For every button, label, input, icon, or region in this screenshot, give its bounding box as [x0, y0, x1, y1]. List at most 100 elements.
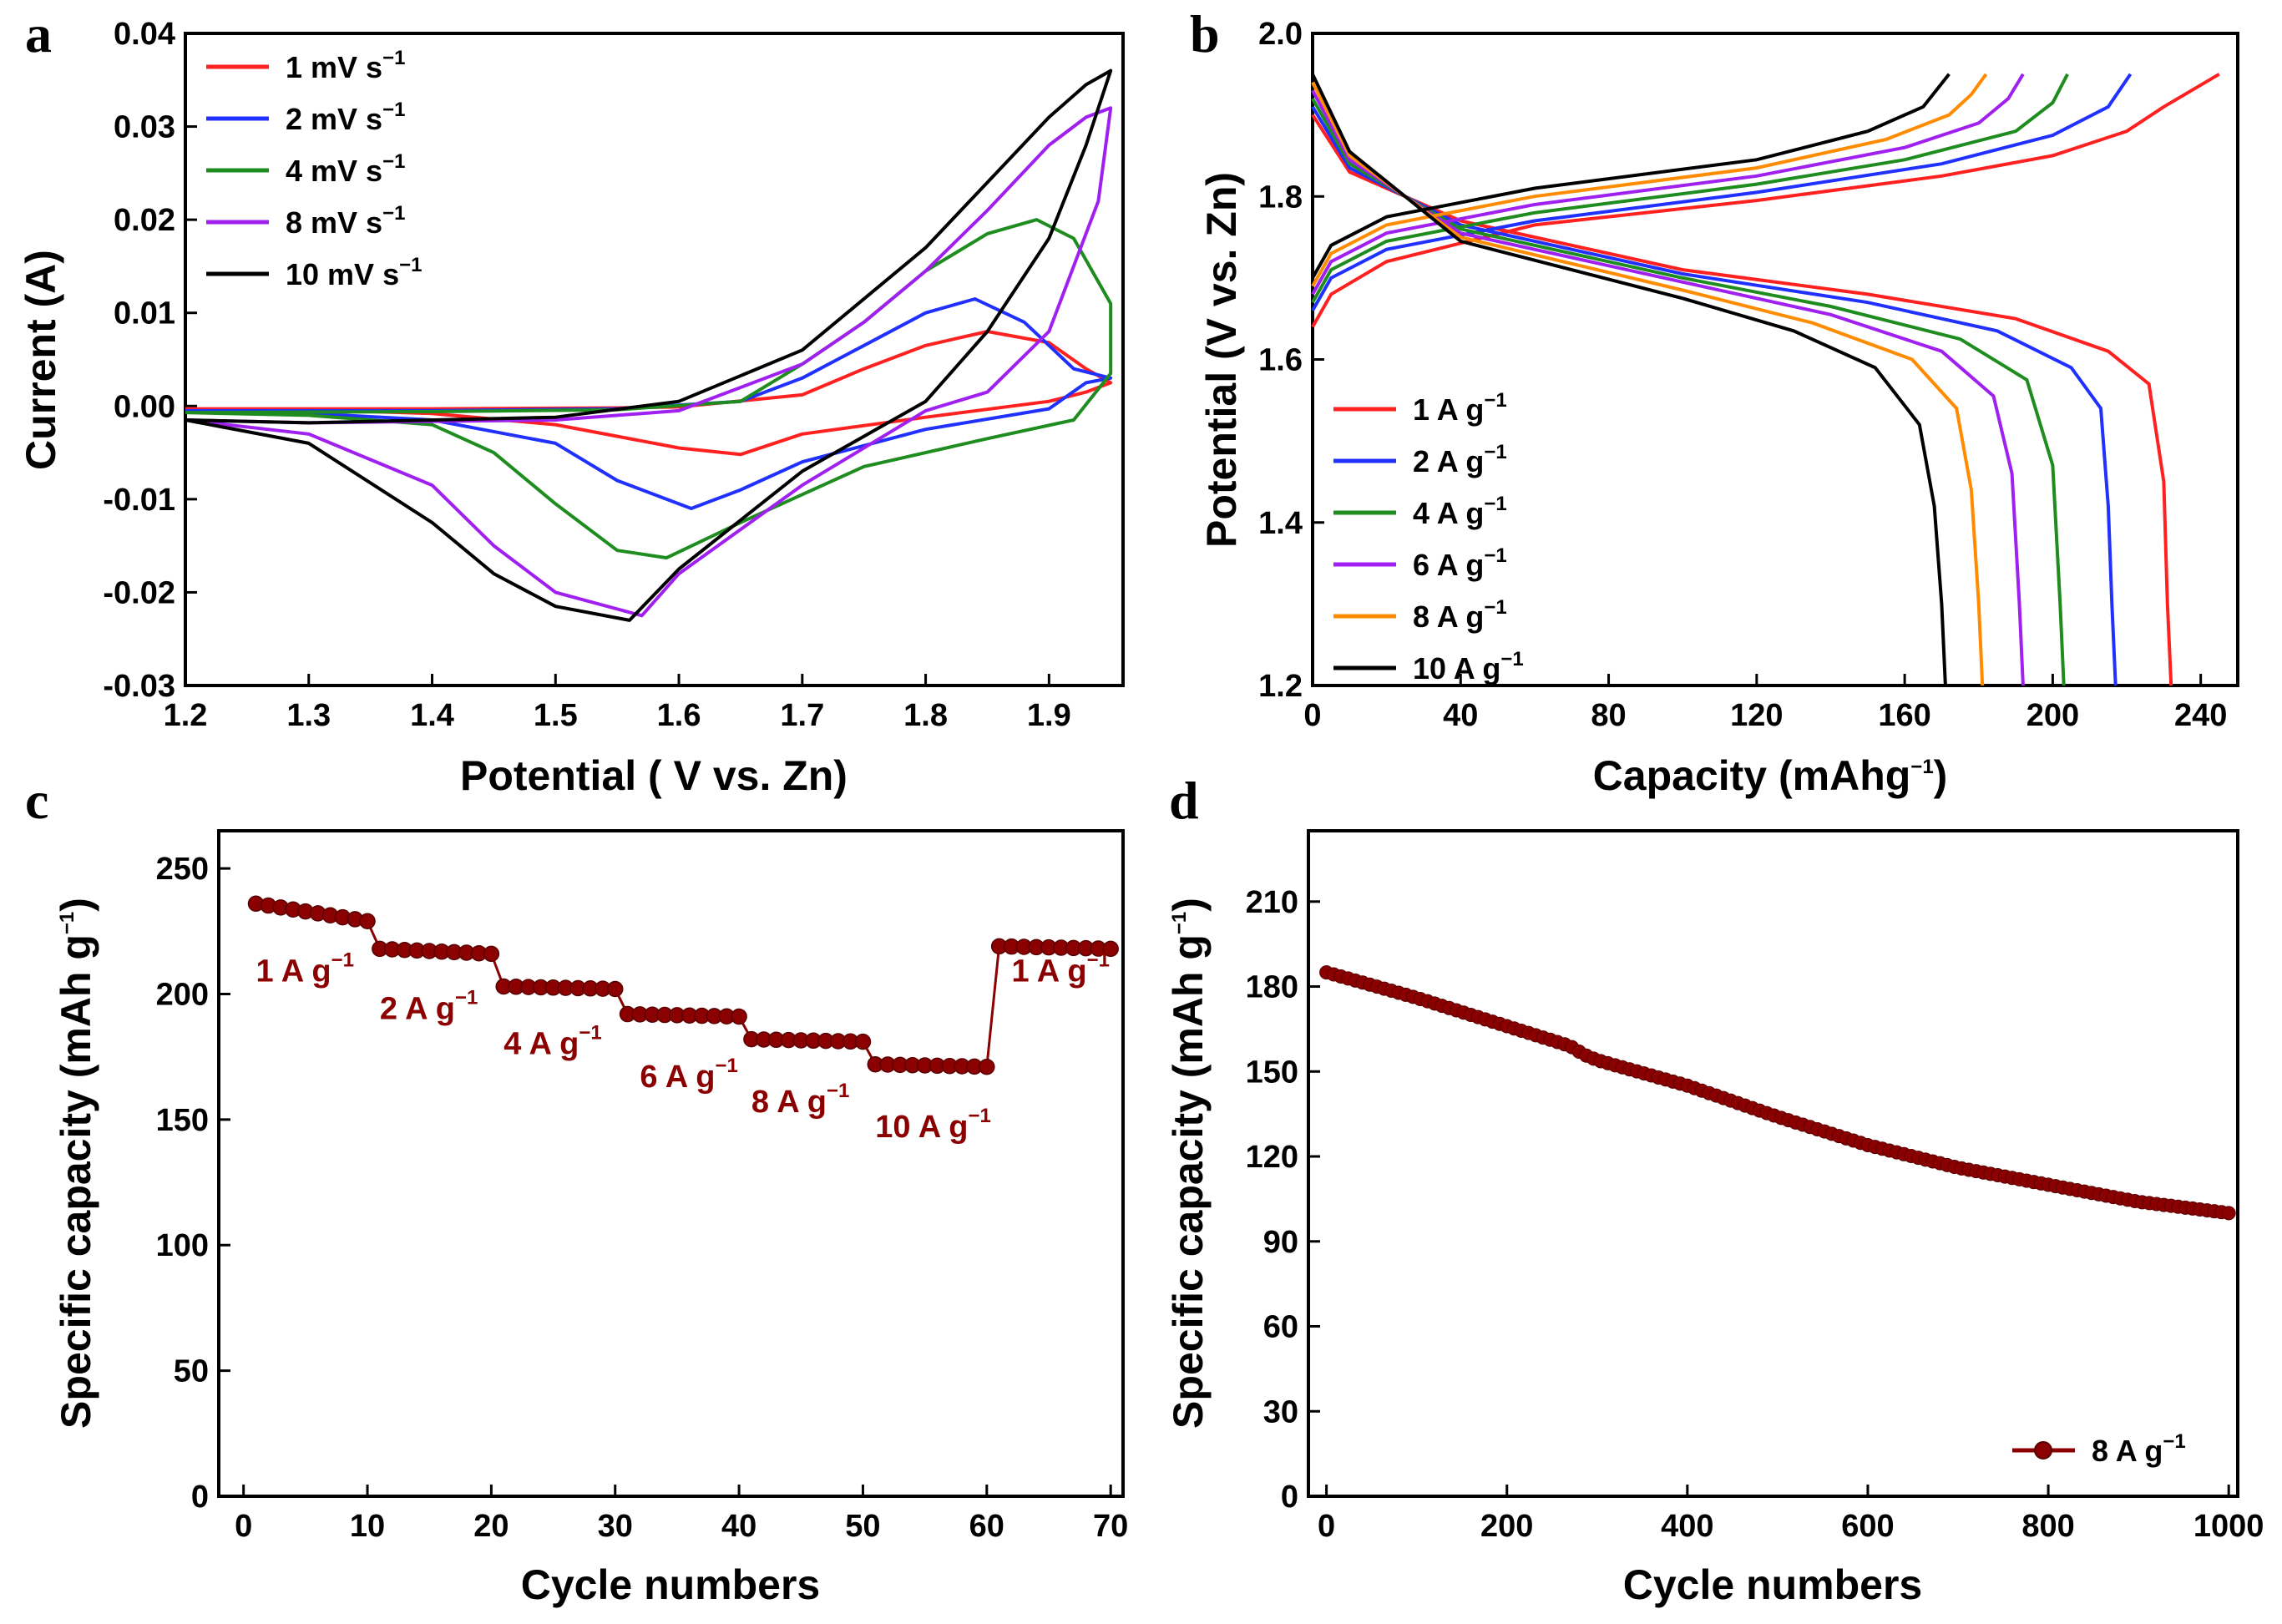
x-tick-label: 200 — [2026, 698, 2079, 733]
charge-curve — [1311, 73, 1951, 279]
y-tick-label: 200 — [156, 977, 209, 1012]
plot-series — [247, 895, 1119, 1075]
x-tick-label: 0 — [1303, 698, 1321, 733]
legend-label: 8 A g−1 — [2092, 1430, 2186, 1468]
cv-curve-series — [185, 218, 1113, 560]
y-tick-label: 0.01 — [114, 296, 175, 331]
charge-curve — [1311, 73, 1988, 287]
y-tick-label: 1.2 — [1258, 669, 1303, 704]
panel-b-charge-discharge-chart: b 0 40 80 120 160 200 240 1.2 1.4 1.6 1.8 2.0 1 A g… — [1190, 4, 2239, 799]
legend-label: 1 mV s−1 — [286, 47, 405, 84]
capacity-point — [1102, 940, 1119, 958]
x-tick-label: 20 — [473, 1509, 509, 1544]
y-tick-label: 1.6 — [1258, 343, 1303, 378]
discharge-curve — [1311, 73, 1947, 686]
y-axis-label: Potential (V vs. Zn) — [1198, 172, 1245, 548]
x-tick-label: 120 — [1730, 698, 1783, 733]
y-tick-label: 1.8 — [1258, 180, 1303, 215]
x-tick-label: 0 — [235, 1509, 252, 1544]
rate-annotation: 6 A g−1 — [640, 1055, 737, 1095]
y-axis-label: Specific capacity (mAh g−1) — [53, 898, 99, 1429]
panel-letter-c: c — [25, 771, 48, 830]
capacity-point — [483, 945, 500, 963]
x-axis-label: Cycle numbers — [1623, 1561, 1922, 1608]
panel-letter-d: d — [1169, 771, 1199, 830]
rate-annotation: 2 A g−1 — [380, 987, 478, 1027]
x-tick-label: 1.6 — [657, 698, 701, 733]
charge-curve — [1311, 73, 2220, 328]
y-tick-label: 250 — [156, 852, 209, 887]
y-tick-label: 150 — [1246, 1055, 1298, 1090]
x-tick-label: 1.9 — [1027, 698, 1071, 733]
y-tick-label: -0.02 — [103, 575, 175, 610]
panel-a-cv-chart: a 1.2 1.3 1.4 1.5 1.6 1.7 1.8 1.9 -0.03 -0.02 -0.0… — [18, 4, 1125, 799]
x-tick-label: 30 — [598, 1509, 633, 1544]
y-tick-label: 100 — [156, 1228, 209, 1263]
cv-curve-series — [185, 106, 1113, 618]
x-tick-label: 60 — [969, 1509, 1004, 1544]
legend-label: 8 A g−1 — [1413, 596, 1507, 634]
y-tick-label: 2.0 — [1258, 17, 1303, 52]
axis-ticks: 0 200 400 600 800 1000 0 30 60 90 120 150 180 210 — [1246, 885, 2264, 1544]
plot-frame — [1307, 829, 2239, 1498]
x-tick-label: 200 — [1480, 1509, 1533, 1544]
x-axis-label: Potential ( V vs. Zn) — [460, 752, 848, 799]
capacity-point — [854, 1033, 872, 1050]
legend: 8 A g−1 — [2012, 1430, 2186, 1468]
x-tick-label: 70 — [1093, 1509, 1128, 1544]
y-tick-label: 90 — [1263, 1225, 1298, 1260]
rate-annotation: 8 A g−1 — [751, 1080, 849, 1120]
axis-ticks: 1.2 1.3 1.4 1.5 1.6 1.7 1.8 1.9 -0.03 -0.02 -0.01 0… — [103, 17, 1070, 733]
panel-d-cycling-chart: d 0 200 400 600 800 1000 0 30 60 90 120 150 180 210 8… — [1165, 771, 2264, 1608]
y-tick-label: 1.4 — [1258, 506, 1303, 541]
cycling-point — [2221, 1206, 2236, 1221]
panel-letter-a: a — [25, 4, 52, 63]
panel-c-rate-capability-chart: c 0 10 20 30 40 50 60 70 0 50 100 150 200 250 1 A g−1… — [25, 771, 1128, 1608]
x-tick-label: 400 — [1661, 1509, 1713, 1544]
rate-annotation: 10 A g−1 — [875, 1105, 991, 1145]
rate-annotation: 1 A g−1 — [1011, 949, 1109, 989]
legend-label: 2 mV s−1 — [286, 99, 405, 136]
x-tick-label: 0 — [1318, 1509, 1335, 1544]
rate-annotation: 4 A g−1 — [503, 1022, 601, 1062]
rate-annotations: 1 A g−1 2 A g−1 4 A g−1 6 A g−1 8 A g−1 10 A … — [256, 949, 1110, 1144]
x-tick-label: 1.7 — [780, 698, 824, 733]
x-tick-label: 800 — [2021, 1509, 2074, 1544]
y-axis-label: Specific capacity (mAh g−1) — [1165, 898, 1212, 1429]
y-tick-label: 0.03 — [114, 110, 175, 145]
plot-series — [1319, 965, 2236, 1221]
x-tick-label: 160 — [1878, 698, 1930, 733]
x-axis-label: Capacity (mAhg−1) — [1593, 752, 1948, 799]
x-tick-label: 1.3 — [286, 698, 331, 733]
x-tick-label: 1.2 — [164, 698, 208, 733]
x-tick-label: 40 — [721, 1509, 756, 1544]
axis-ticks: 0 10 20 30 40 50 60 70 0 50 100 150 200 250 — [156, 852, 1129, 1544]
cv-curve-series — [185, 297, 1113, 510]
panel-letter-b: b — [1190, 4, 1220, 63]
x-tick-label: 1.5 — [534, 698, 578, 733]
charge-curve — [1311, 73, 2025, 296]
legend-label: 6 A g−1 — [1413, 544, 1507, 582]
y-tick-label: 120 — [1246, 1140, 1298, 1175]
y-tick-label: 0.02 — [114, 203, 175, 238]
x-tick-label: 240 — [2174, 698, 2227, 733]
y-tick-label: -0.01 — [103, 483, 175, 518]
y-tick-label: 60 — [1263, 1310, 1298, 1345]
x-tick-label: 40 — [1443, 698, 1478, 733]
x-tick-label: 1.4 — [410, 698, 454, 733]
y-tick-label: 180 — [1246, 970, 1298, 1005]
plot-series — [1311, 73, 2220, 686]
y-tick-label: 150 — [156, 1103, 209, 1138]
x-tick-label: 600 — [1841, 1509, 1894, 1544]
x-tick-label: 50 — [845, 1509, 880, 1544]
legend-label: 8 mV s−1 — [286, 202, 405, 240]
legend-marker — [2034, 1441, 2052, 1460]
axis-ticks: 0 40 80 120 160 200 240 1.2 1.4 1.6 1.8 2.0 — [1258, 17, 2227, 733]
y-tick-label: 50 — [174, 1354, 209, 1389]
legend-label: 4 A g−1 — [1413, 493, 1507, 530]
x-tick-label: 1.8 — [903, 698, 948, 733]
legend-label: 10 mV s−1 — [286, 254, 422, 291]
plot-frame — [217, 829, 1125, 1498]
rate-annotation: 1 A g−1 — [256, 949, 354, 989]
